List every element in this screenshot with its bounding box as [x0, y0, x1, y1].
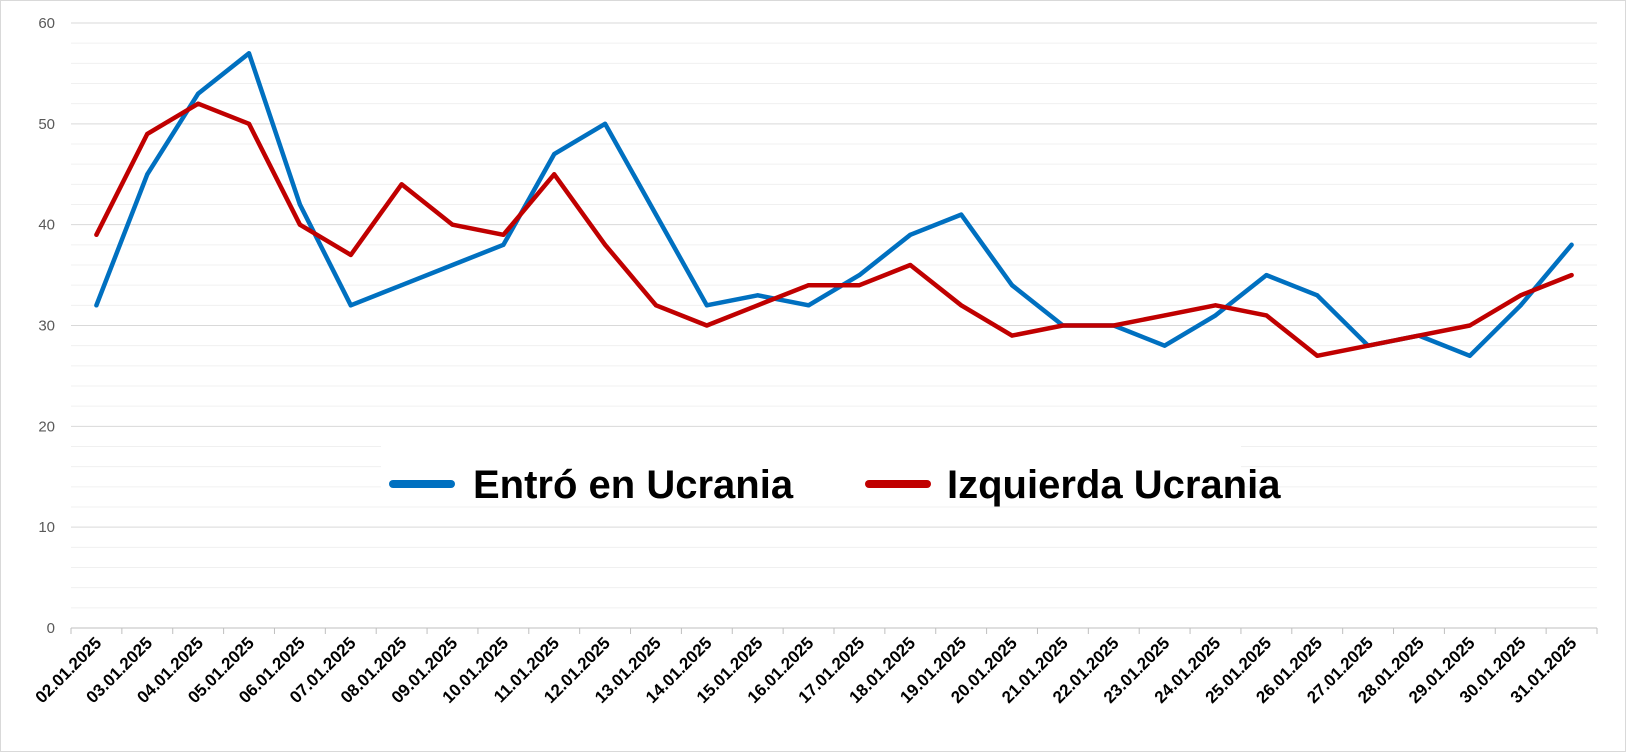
data-point-series-1: [755, 303, 760, 308]
data-point-series-1: [1213, 303, 1218, 308]
y-tick-label: 60: [38, 15, 55, 32]
data-point-series-0: [1467, 353, 1472, 358]
x-axis-ticks: 02.01.202503.01.202504.01.202505.01.2025…: [32, 633, 1581, 707]
data-point-series-1: [806, 283, 811, 288]
legend-label-izquierda: Izquierda Ucrania: [947, 463, 1281, 507]
data-point-series-0: [552, 152, 557, 157]
data-point-series-0: [348, 303, 353, 308]
data-point-series-1: [1060, 323, 1065, 328]
data-point-series-1: [1569, 273, 1574, 278]
data-point-series-1: [857, 283, 862, 288]
major-gridlines: [71, 22, 1597, 528]
legend-background: [381, 441, 1241, 505]
data-point-series-1: [1416, 333, 1421, 338]
data-point-series-0: [297, 202, 302, 207]
data-point-series-0: [959, 212, 964, 217]
data-point-series-1: [704, 323, 709, 328]
data-point-series-0: [755, 293, 760, 298]
data-point-series-1: [348, 252, 353, 257]
series-line-0: [94, 51, 1574, 359]
data-point-series-0: [1518, 303, 1523, 308]
legend-label-entro: Entró en Ucrania: [473, 463, 794, 507]
data-point-series-0: [145, 172, 150, 177]
data-point-series-1: [552, 172, 557, 177]
data-point-series-1: [959, 303, 964, 308]
data-point-series-0: [857, 273, 862, 278]
data-point-series-1: [450, 222, 455, 227]
data-point-series-1: [1467, 323, 1472, 328]
y-tick-label: 50: [38, 116, 55, 133]
data-point-series-0: [1010, 283, 1015, 288]
y-tick-label: 20: [38, 418, 55, 435]
data-point-series-1: [247, 121, 252, 126]
data-point-series-0: [1264, 273, 1269, 278]
data-point-series-1: [297, 222, 302, 227]
data-point-series-1: [603, 242, 608, 247]
data-point-series-1: [399, 182, 404, 187]
x-axis: [70, 627, 1598, 634]
data-point-series-0: [450, 263, 455, 267]
data-point-series-1: [1366, 343, 1371, 348]
series-layer: [94, 51, 1574, 359]
data-point-series-0: [653, 212, 658, 217]
data-point-series-0: [806, 303, 811, 308]
y-tick-label: 0: [47, 620, 55, 637]
data-point-series-1: [1518, 293, 1523, 298]
data-point-series-0: [501, 242, 506, 247]
data-point-series-1: [196, 101, 201, 106]
data-point-series-0: [1315, 293, 1320, 298]
data-point-series-0: [1213, 313, 1218, 318]
data-point-series-1: [145, 131, 150, 136]
y-tick-label: 40: [38, 217, 55, 234]
data-point-series-1: [1162, 313, 1167, 318]
data-point-series-1: [94, 232, 99, 237]
y-axis-ticks: 0 10 20 30 40 50 60: [38, 15, 55, 637]
data-point-series-1: [1315, 353, 1320, 358]
data-point-series-0: [908, 232, 913, 237]
data-point-series-0: [1162, 343, 1167, 348]
series-line-1: [94, 101, 1574, 359]
data-point-series-0: [196, 91, 201, 96]
y-tick-label: 10: [38, 519, 55, 536]
data-point-series-1: [1264, 313, 1269, 318]
data-point-series-1: [1111, 323, 1116, 328]
data-point-series-0: [704, 303, 709, 308]
data-point-series-0: [247, 51, 252, 56]
y-tick-label: 30: [38, 318, 55, 335]
data-point-series-1: [653, 303, 658, 308]
data-point-series-0: [1569, 242, 1574, 247]
data-point-series-0: [94, 303, 99, 308]
legend: Entró en Ucrania Izquierda Ucrania: [381, 441, 1281, 507]
data-point-series-0: [603, 121, 608, 126]
data-point-series-1: [501, 232, 506, 237]
data-point-series-0: [399, 283, 404, 288]
data-point-series-1: [908, 263, 913, 267]
data-point-series-1: [1010, 333, 1015, 338]
